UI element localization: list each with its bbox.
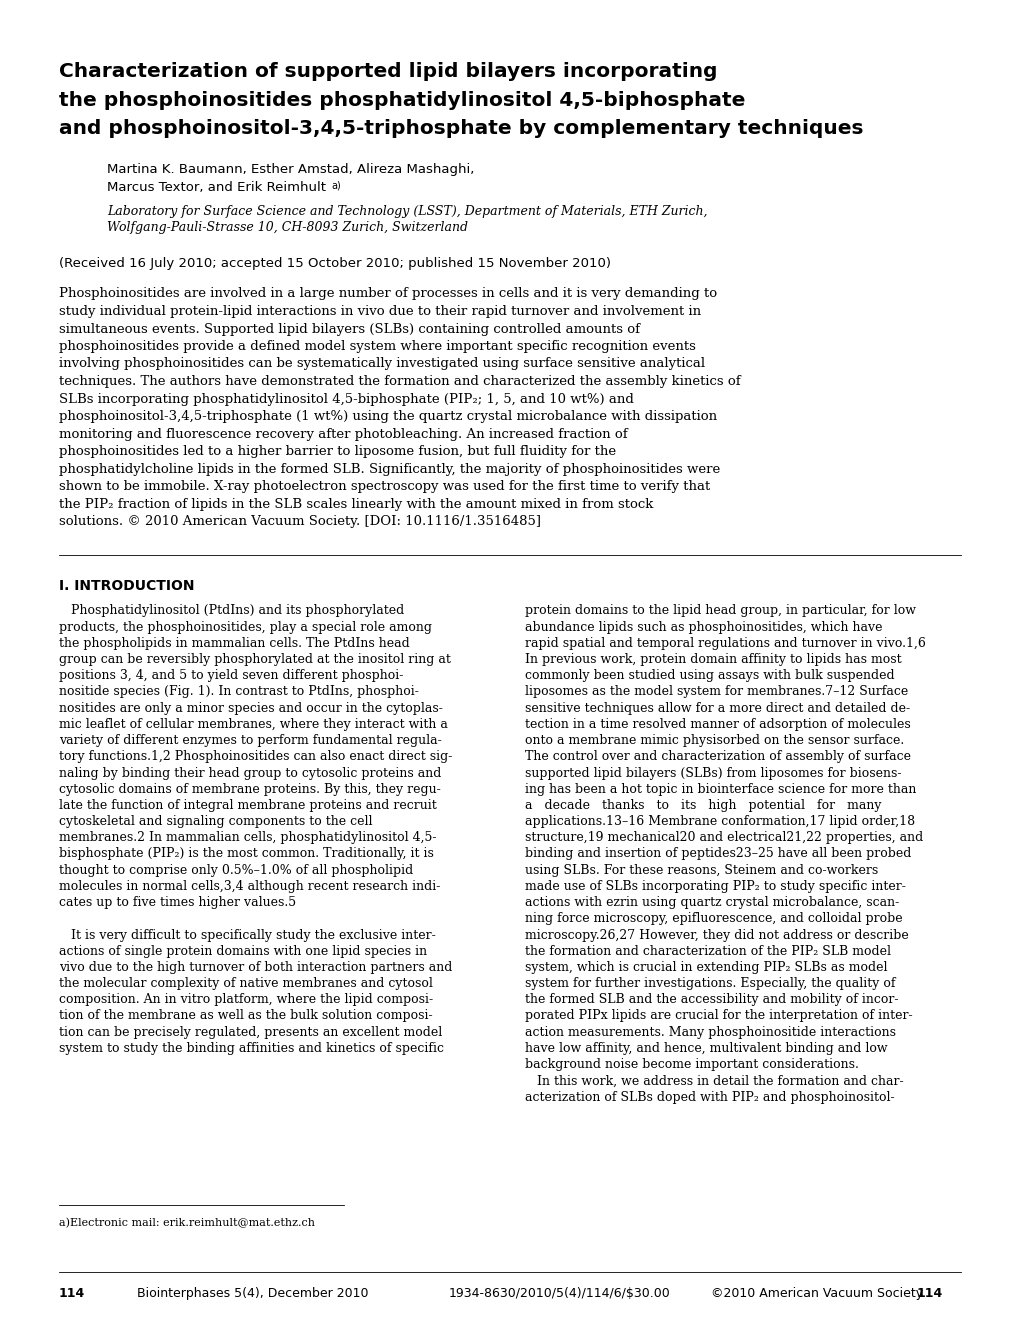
Text: supported lipid bilayers (SLBs) from liposomes for biosens-: supported lipid bilayers (SLBs) from lip…	[525, 767, 901, 780]
Text: products, the phosphoinositides, play a special role among: products, the phosphoinositides, play a …	[59, 620, 432, 634]
Text: study individual protein-lipid interactions in vivo due to their rapid turnover : study individual protein-lipid interacti…	[59, 305, 700, 318]
Text: shown to be immobile. X-ray photoelectron spectroscopy was used for the first ti: shown to be immobile. X-ray photoelectro…	[59, 480, 709, 492]
Text: porated PIPx lipids are crucial for the interpretation of inter-: porated PIPx lipids are crucial for the …	[525, 1010, 912, 1023]
Text: Biointerphases 5(4), December 2010: Biointerphases 5(4), December 2010	[137, 1287, 368, 1300]
Text: It is very difficult to specifically study the exclusive inter-: It is very difficult to specifically stu…	[59, 928, 435, 941]
Text: cates up to five times higher values.5: cates up to five times higher values.5	[59, 896, 296, 909]
Text: variety of different enzymes to perform fundamental regula-: variety of different enzymes to perform …	[59, 734, 441, 747]
Text: 114: 114	[916, 1287, 943, 1300]
Text: microscopy.26,27 However, they did not address or describe: microscopy.26,27 However, they did not a…	[525, 928, 908, 941]
Text: mic leaflet of cellular membranes, where they interact with a: mic leaflet of cellular membranes, where…	[59, 718, 447, 731]
Text: actions of single protein domains with one lipid species in: actions of single protein domains with o…	[59, 945, 427, 958]
Text: commonly been studied using assays with bulk suspended: commonly been studied using assays with …	[525, 669, 894, 682]
Text: molecules in normal cells,3,4 although recent research indi-: molecules in normal cells,3,4 although r…	[59, 880, 440, 892]
Text: composition. An in vitro platform, where the lipid composi-: composition. An in vitro platform, where…	[59, 994, 433, 1006]
Text: the formed SLB and the accessibility and mobility of incor-: the formed SLB and the accessibility and…	[525, 994, 898, 1006]
Text: liposomes as the model system for membranes.7–12 Surface: liposomes as the model system for membra…	[525, 685, 907, 698]
Text: (Received 16 July 2010; accepted 15 October 2010; published 15 November 2010): (Received 16 July 2010; accepted 15 Octo…	[59, 257, 610, 271]
Text: cytosolic domains of membrane proteins. By this, they regu-: cytosolic domains of membrane proteins. …	[59, 783, 440, 796]
Text: protein domains to the lipid head group, in particular, for low: protein domains to the lipid head group,…	[525, 605, 915, 618]
Text: tection in a time resolved manner of adsorption of molecules: tection in a time resolved manner of ads…	[525, 718, 910, 731]
Text: phosphoinositol-3,4,5-triphosphate (1 wt%) using the quartz crystal microbalance: phosphoinositol-3,4,5-triphosphate (1 wt…	[59, 411, 716, 422]
Text: made use of SLBs incorporating PIP₂ to study specific inter-: made use of SLBs incorporating PIP₂ to s…	[525, 880, 905, 892]
Text: solutions. © 2010 American Vacuum Society. [DOI: 10.1116/1.3516485]: solutions. © 2010 American Vacuum Societ…	[59, 515, 540, 528]
Text: bisphosphate (PIP₂) is the most common. Traditionally, it is: bisphosphate (PIP₂) is the most common. …	[59, 847, 433, 861]
Text: tion can be precisely regulated, presents an excellent model: tion can be precisely regulated, present…	[59, 1026, 442, 1039]
Text: 1934-8630/2010/5(4)/114/6/$30.00: 1934-8630/2010/5(4)/114/6/$30.00	[448, 1287, 671, 1300]
Text: the phospholipids in mammalian cells. The PtdIns head: the phospholipids in mammalian cells. Th…	[59, 636, 410, 649]
Text: and phosphoinositol-3,4,5-triphosphate by complementary techniques: and phosphoinositol-3,4,5-triphosphate b…	[59, 119, 863, 139]
Text: a   decade   thanks   to   its   high   potential   for   many: a decade thanks to its high potential fo…	[525, 799, 880, 812]
Text: In previous work, protein domain affinity to lipids has most: In previous work, protein domain affinit…	[525, 653, 901, 667]
Text: nositide species (Fig. 1). In contrast to PtdIns, phosphoi-: nositide species (Fig. 1). In contrast t…	[59, 685, 419, 698]
Text: actions with ezrin using quartz crystal microbalance, scan-: actions with ezrin using quartz crystal …	[525, 896, 899, 909]
Text: applications.13–16 Membrane conformation,17 lipid order,18: applications.13–16 Membrane conformation…	[525, 816, 914, 828]
Text: rapid spatial and temporal regulations and turnover in vivo.1,6: rapid spatial and temporal regulations a…	[525, 636, 925, 649]
Text: action measurements. Many phosphoinositide interactions: action measurements. Many phosphoinositi…	[525, 1026, 895, 1039]
Text: ©2010 American Vacuum Society: ©2010 American Vacuum Society	[710, 1287, 922, 1300]
Text: onto a membrane mimic physisorbed on the sensor surface.: onto a membrane mimic physisorbed on the…	[525, 734, 904, 747]
Text: thought to comprise only 0.5%–1.0% of all phospholipid: thought to comprise only 0.5%–1.0% of al…	[59, 863, 413, 876]
Text: sensitive techniques allow for a more direct and detailed de-: sensitive techniques allow for a more di…	[525, 702, 909, 714]
Text: Martina K. Baumann, Esther Amstad, Alireza Mashaghi,: Martina K. Baumann, Esther Amstad, Alire…	[107, 162, 474, 176]
Text: background noise become important considerations.: background noise become important consid…	[525, 1059, 858, 1071]
Text: acterization of SLBs doped with PIP₂ and phosphoinositol-: acterization of SLBs doped with PIP₂ and…	[525, 1090, 894, 1104]
Text: cytoskeletal and signaling components to the cell: cytoskeletal and signaling components to…	[59, 816, 372, 828]
Text: binding and insertion of peptides23–25 have all been probed: binding and insertion of peptides23–25 h…	[525, 847, 911, 861]
Text: membranes.2 In mammalian cells, phosphatidylinositol 4,5-: membranes.2 In mammalian cells, phosphat…	[59, 832, 436, 845]
Text: 114: 114	[59, 1287, 86, 1300]
Text: system for further investigations. Especially, the quality of: system for further investigations. Espec…	[525, 977, 895, 990]
Text: phosphatidylcholine lipids in the formed SLB. Significantly, the majority of pho: phosphatidylcholine lipids in the formed…	[59, 462, 719, 475]
Text: late the function of integral membrane proteins and recruit: late the function of integral membrane p…	[59, 799, 436, 812]
Text: In this work, we address in detail the formation and char-: In this work, we address in detail the f…	[525, 1074, 903, 1088]
Text: using SLBs. For these reasons, Steinem and co-workers: using SLBs. For these reasons, Steinem a…	[525, 863, 877, 876]
Text: group can be reversibly phosphorylated at the inositol ring at: group can be reversibly phosphorylated a…	[59, 653, 450, 667]
Text: tory functions.1,2 Phosphoinositides can also enact direct sig-: tory functions.1,2 Phosphoinositides can…	[59, 750, 452, 763]
Text: the formation and characterization of the PIP₂ SLB model: the formation and characterization of th…	[525, 945, 891, 958]
Text: ning force microscopy, epifluorescence, and colloidal probe: ning force microscopy, epifluorescence, …	[525, 912, 902, 925]
Text: ing has been a hot topic in biointerface science for more than: ing has been a hot topic in biointerface…	[525, 783, 915, 796]
Text: the PIP₂ fraction of lipids in the SLB scales linearly with the amount mixed in : the PIP₂ fraction of lipids in the SLB s…	[59, 498, 653, 511]
Text: SLBs incorporating phosphatidylinositol 4,5-biphosphate (PIP₂; 1, 5, and 10 wt%): SLBs incorporating phosphatidylinositol …	[59, 392, 633, 405]
Text: Wolfgang-Pauli-Strasse 10, CH-8093 Zurich, Switzerland: Wolfgang-Pauli-Strasse 10, CH-8093 Zuric…	[107, 220, 468, 234]
Text: naling by binding their head group to cytosolic proteins and: naling by binding their head group to cy…	[59, 767, 441, 780]
Text: positions 3, 4, and 5 to yield seven different phosphoi-: positions 3, 4, and 5 to yield seven dif…	[59, 669, 403, 682]
Text: have low affinity, and hence, multivalent binding and low: have low affinity, and hence, multivalen…	[525, 1041, 887, 1055]
Text: phosphoinositides led to a higher barrier to liposome fusion, but full fluidity : phosphoinositides led to a higher barrie…	[59, 445, 615, 458]
Text: The control over and characterization of assembly of surface: The control over and characterization of…	[525, 750, 910, 763]
Text: a)Electronic mail: erik.reimhult@mat.ethz.ch: a)Electronic mail: erik.reimhult@mat.eth…	[59, 1218, 315, 1229]
Text: techniques. The authors have demonstrated the formation and characterized the as: techniques. The authors have demonstrate…	[59, 375, 740, 388]
Text: a): a)	[331, 181, 340, 191]
Text: vivo due to the high turnover of both interaction partners and: vivo due to the high turnover of both in…	[59, 961, 452, 974]
Text: simultaneous events. Supported lipid bilayers (SLBs) containing controlled amoun: simultaneous events. Supported lipid bil…	[59, 322, 639, 335]
Text: nositides are only a minor species and occur in the cytoplas-: nositides are only a minor species and o…	[59, 702, 442, 714]
Text: Characterization of supported lipid bilayers incorporating: Characterization of supported lipid bila…	[59, 62, 716, 81]
Text: structure,19 mechanical20 and electrical21,22 properties, and: structure,19 mechanical20 and electrical…	[525, 832, 922, 845]
Text: the phosphoinositides phosphatidylinositol 4,5-biphosphate: the phosphoinositides phosphatidylinosit…	[59, 91, 745, 110]
Text: tion of the membrane as well as the bulk solution composi-: tion of the membrane as well as the bulk…	[59, 1010, 432, 1023]
Text: the molecular complexity of native membranes and cytosol: the molecular complexity of native membr…	[59, 977, 432, 990]
Text: Marcus Textor, and Erik Reimhult: Marcus Textor, and Erik Reimhult	[107, 181, 326, 194]
Text: Phosphoinositides are involved in a large number of processes in cells and it is: Phosphoinositides are involved in a larg…	[59, 288, 716, 301]
Text: involving phosphoinositides can be systematically investigated using surface sen: involving phosphoinositides can be syste…	[59, 358, 704, 371]
Text: I. INTRODUCTION: I. INTRODUCTION	[59, 579, 195, 594]
Text: Phosphatidylinositol (PtdIns) and its phosphorylated: Phosphatidylinositol (PtdIns) and its ph…	[59, 605, 404, 618]
Text: phosphoinositides provide a defined model system where important specific recogn: phosphoinositides provide a defined mode…	[59, 341, 695, 352]
Text: system, which is crucial in extending PIP₂ SLBs as model: system, which is crucial in extending PI…	[525, 961, 887, 974]
Text: system to study the binding affinities and kinetics of specific: system to study the binding affinities a…	[59, 1041, 443, 1055]
Text: abundance lipids such as phosphoinositides, which have: abundance lipids such as phosphoinositid…	[525, 620, 881, 634]
Text: Laboratory for Surface Science and Technology (LSST), Department of Materials, E: Laboratory for Surface Science and Techn…	[107, 205, 707, 218]
Text: monitoring and fluorescence recovery after photobleaching. An increased fraction: monitoring and fluorescence recovery aft…	[59, 428, 627, 441]
